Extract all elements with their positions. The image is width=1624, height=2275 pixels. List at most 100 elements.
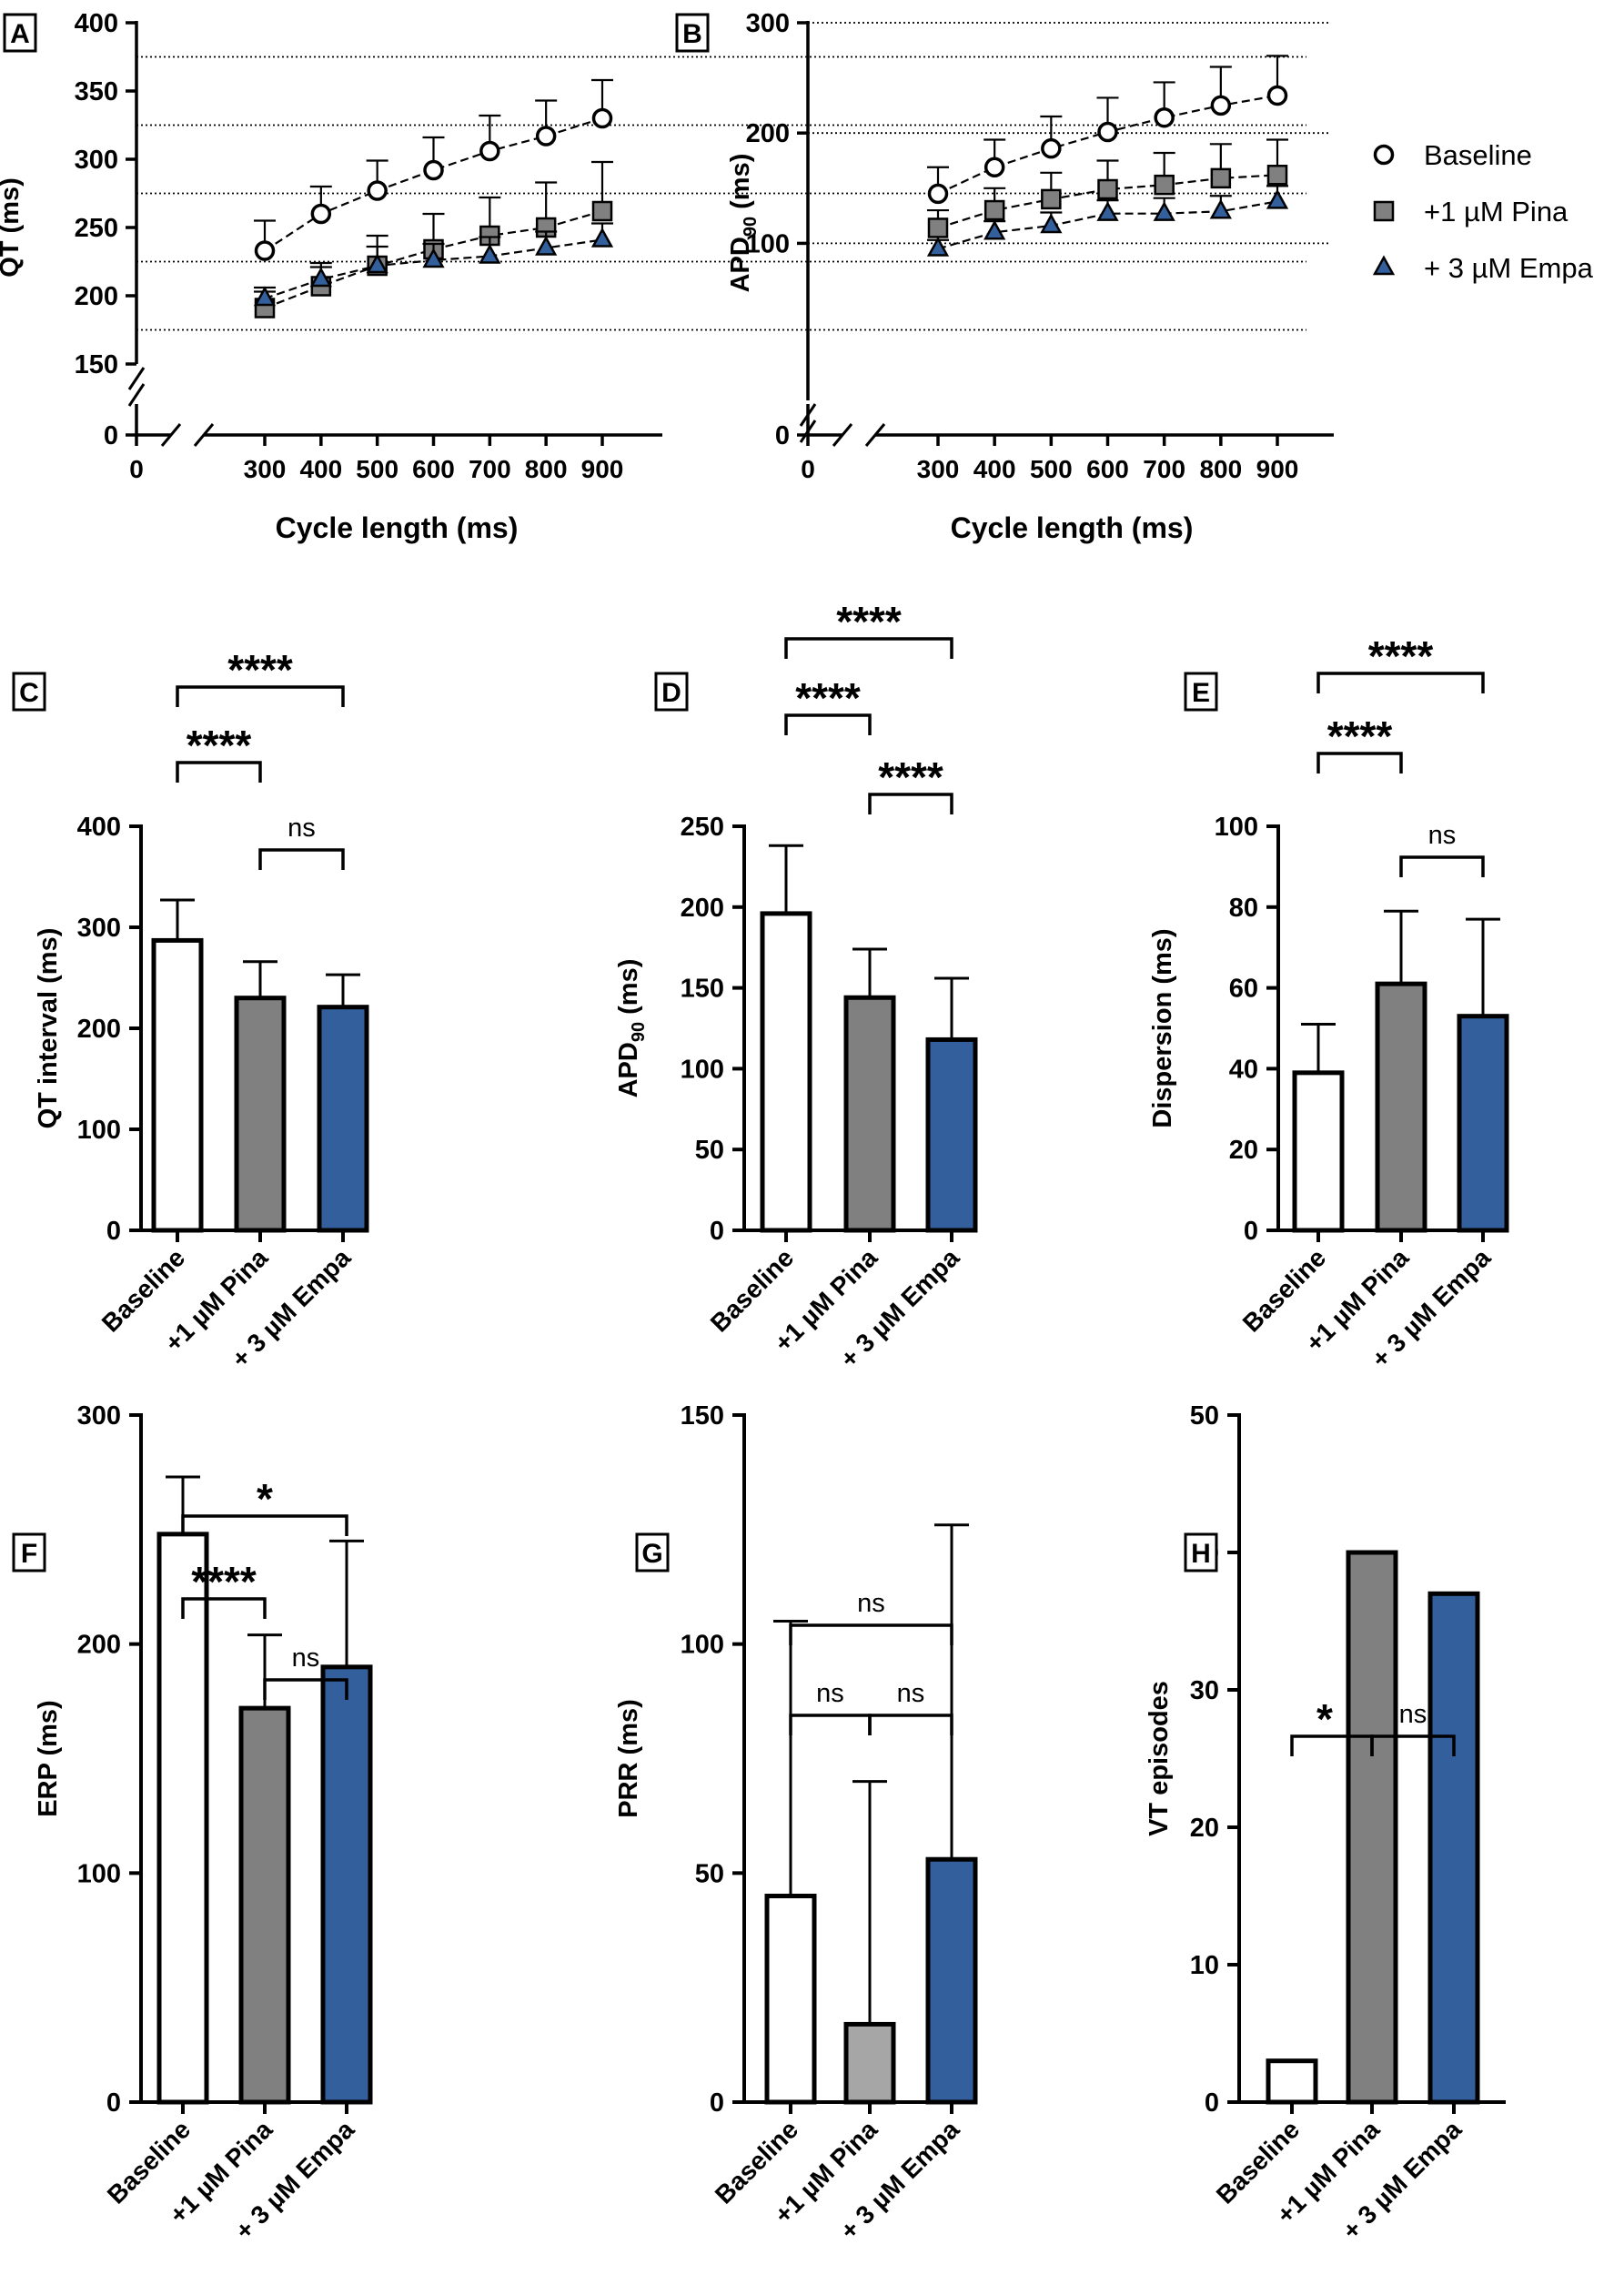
y-axis-label: APD90 (ms): [614, 959, 649, 1098]
y-axis-label-subscript: 90: [741, 217, 761, 237]
significance-bracket: ns: [1370, 1700, 1456, 1756]
bar-2: [1427, 1591, 1480, 2105]
bar-0: [764, 1894, 817, 2105]
data-point: [591, 200, 613, 222]
bar-1: [1346, 1550, 1398, 2105]
x-tick-label: 500: [356, 455, 398, 483]
significance-bracket: ****: [176, 722, 262, 783]
significance-bracket: ****: [784, 674, 872, 735]
data-point: [1097, 178, 1118, 200]
x-tick-label: 300: [917, 455, 960, 483]
x-tick-label: 0: [129, 455, 144, 483]
significance-label: *: [1316, 1695, 1333, 1743]
y-tick-label: 50: [695, 1136, 724, 1165]
panel-label-box: [635, 1532, 670, 1572]
y-axis-label: ERP (ms): [34, 1700, 63, 1816]
chart-panel-a: 0 150 200 250 300 350 400 0 300 400 500 600 700 800 90…: [0, 9, 1306, 544]
y-tick-label: 150: [75, 350, 118, 379]
x-tick-label: 800: [525, 455, 568, 483]
y-tick-label: 60: [1229, 975, 1258, 1004]
y-axis-label: APD90 (ms): [726, 154, 761, 293]
panel-label-box: [3, 13, 37, 53]
data-point: [479, 243, 501, 264]
y-tick-label: 40: [1229, 1055, 1258, 1084]
y-tick-label: 100: [1215, 813, 1258, 842]
data-point: [367, 180, 388, 201]
data-point: [1266, 165, 1288, 186]
y-tick-label: 20: [1190, 1814, 1219, 1843]
data-point: [479, 140, 500, 162]
panel-label-box: [654, 672, 689, 712]
panel-label-box: [12, 1532, 46, 1572]
y-tick-label: 300: [75, 146, 118, 175]
significance-label: *: [257, 1475, 273, 1522]
y-tick-label: 300: [746, 9, 790, 38]
series-0: [927, 55, 1288, 205]
data-point: [1210, 95, 1232, 116]
y-tick-label: 0: [1205, 2088, 1219, 2118]
significance-bracket: ns: [258, 814, 345, 870]
y-tick-label: 50: [695, 1859, 724, 1888]
panel-label-box: [675, 13, 710, 53]
significance-label: ****: [227, 646, 293, 693]
bar-2: [925, 1856, 978, 2105]
significance-label: ****: [795, 674, 861, 722]
bar-0: [1266, 2058, 1318, 2105]
y-tick-label: 30: [1190, 1676, 1219, 1705]
y-axis-break-mark: [127, 367, 146, 390]
bracket-line: [263, 1678, 348, 1700]
y-axis-label-main: Dispersion (ms): [1148, 928, 1177, 1127]
panel-label-text: C: [19, 678, 39, 708]
data-point: [983, 157, 1005, 178]
legend-label: +1 µM Pina: [1424, 196, 1569, 228]
y-tick-label: 0: [106, 1217, 121, 1246]
y-tick-label: 80: [1229, 894, 1258, 923]
bracket-line: [1316, 752, 1403, 774]
panel-label-text: G: [641, 1539, 662, 1569]
y-tick-label: 250: [75, 214, 118, 243]
legend-label: Baseline: [1424, 139, 1532, 171]
data-point: [927, 183, 949, 205]
data-point: [1154, 174, 1175, 196]
bar-0: [156, 1532, 209, 2105]
data-point: [1154, 106, 1175, 128]
x-tick-label: 400: [299, 455, 342, 483]
bracket-line: [181, 1597, 267, 1619]
y-tick-label: 400: [75, 9, 118, 38]
legend-marker-square: [1373, 200, 1395, 222]
bracket-line: [868, 793, 953, 814]
significance-label: ****: [191, 1558, 257, 1605]
panel-label-c: C: [12, 672, 46, 712]
bracket-line: [789, 1623, 953, 1645]
panel-label-h: H: [1184, 1532, 1218, 1572]
x-axis-break-mark: [832, 423, 853, 447]
y-tick-label: 100: [681, 1055, 724, 1084]
y-axis-label-main: APD: [614, 1042, 643, 1097]
legend: Baseline +1 µM Pina + 3 µM Empa: [1372, 139, 1594, 284]
y-tick-label: 0: [1244, 1217, 1258, 1246]
legend-label: + 3 µM Empa: [1424, 252, 1594, 284]
data-point: [1266, 85, 1288, 106]
y-axis-label-main: QT (ms): [0, 177, 25, 278]
legend-marker-triangle: [1372, 255, 1396, 276]
bar-1: [1375, 981, 1427, 1233]
data-point: [1041, 137, 1062, 159]
y-tick-label: 0: [106, 2088, 121, 2118]
significance-label: ns: [292, 1643, 320, 1673]
y-tick-label: 150: [681, 975, 724, 1004]
x-tick-label: 300: [244, 455, 287, 483]
y-axis-break-mark: [799, 403, 817, 427]
data-point: [309, 267, 332, 288]
y-axis-break-mark: [799, 420, 817, 443]
y-tick-label: 300: [77, 914, 121, 943]
significance-bracket: ns: [789, 1589, 953, 1645]
significance-label: ns: [857, 1589, 885, 1618]
significance-label: ****: [1327, 713, 1393, 760]
data-point: [591, 107, 613, 129]
y-tick-label: 100: [77, 1116, 121, 1145]
panel-label-f: F: [12, 1532, 46, 1572]
data-point: [1097, 121, 1118, 143]
y-tick-label: 200: [681, 894, 724, 923]
